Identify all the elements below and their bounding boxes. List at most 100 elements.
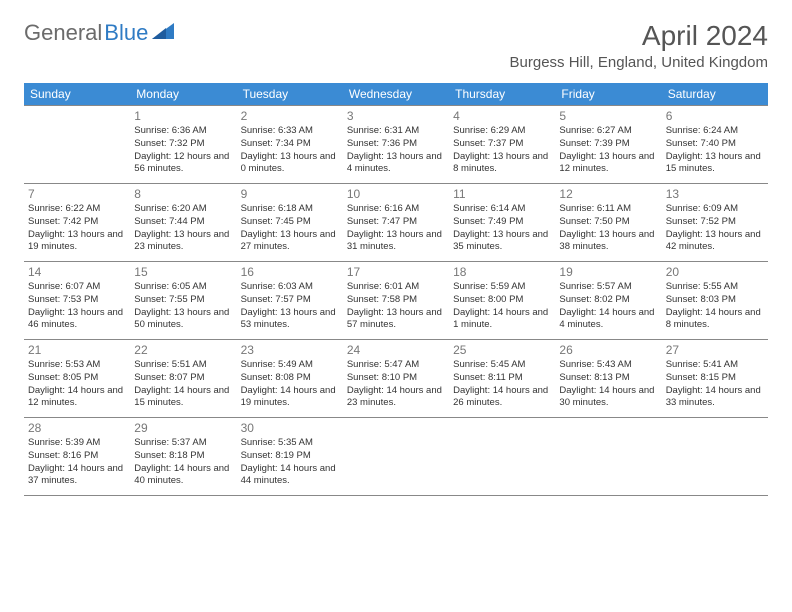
calendar-head: SundayMondayTuesdayWednesdayThursdayFrid…: [24, 83, 768, 106]
day-number: 10: [347, 187, 445, 201]
day-info: Sunrise: 6:27 AMSunset: 7:39 PMDaylight:…: [559, 125, 657, 176]
day-info: Sunrise: 6:20 AMSunset: 7:44 PMDaylight:…: [134, 203, 232, 254]
calendar-empty: [449, 418, 555, 496]
day-info: Sunrise: 5:39 AMSunset: 8:16 PMDaylight:…: [28, 437, 126, 488]
day-info: Sunrise: 6:14 AMSunset: 7:49 PMDaylight:…: [453, 203, 551, 254]
day-number: 30: [241, 421, 339, 435]
day-info: Sunrise: 5:49 AMSunset: 8:08 PMDaylight:…: [241, 359, 339, 410]
day-number: 28: [28, 421, 126, 435]
location-text: Burgess Hill, England, United Kingdom: [510, 54, 768, 71]
dow-header: Monday: [130, 83, 236, 106]
calendar-day: 28 Sunrise: 5:39 AMSunset: 8:16 PMDayligh…: [24, 418, 130, 496]
day-info: Sunrise: 6:01 AMSunset: 7:58 PMDaylight:…: [347, 281, 445, 332]
calendar-day: 18 Sunrise: 5:59 AMSunset: 8:00 PMDayligh…: [449, 262, 555, 340]
day-info: Sunrise: 6:33 AMSunset: 7:34 PMDaylight:…: [241, 125, 339, 176]
day-number: 19: [559, 265, 657, 279]
calendar-day: 23 Sunrise: 5:49 AMSunset: 8:08 PMDayligh…: [237, 340, 343, 418]
calendar-empty: [662, 418, 768, 496]
calendar-day: 30 Sunrise: 5:35 AMSunset: 8:19 PMDayligh…: [237, 418, 343, 496]
day-number: 15: [134, 265, 232, 279]
calendar-day: 21 Sunrise: 5:53 AMSunset: 8:05 PMDayligh…: [24, 340, 130, 418]
calendar-day: 3Sunrise: 6:31 AMSunset: 7:36 PMDaylight…: [343, 106, 449, 184]
brand-part1: General: [24, 20, 102, 46]
day-number: 18: [453, 265, 551, 279]
calendar-day: 26Sunrise: 5:43 AMSunset: 8:13 PMDayligh…: [555, 340, 661, 418]
calendar-day: 9Sunrise: 6:18 AMSunset: 7:45 PMDaylight…: [237, 184, 343, 262]
day-number: 23: [241, 343, 339, 357]
day-info: Sunrise: 6:29 AMSunset: 7:37 PMDaylight:…: [453, 125, 551, 176]
calendar-week: 21 Sunrise: 5:53 AMSunset: 8:05 PMDayligh…: [24, 340, 768, 418]
day-number: 12: [559, 187, 657, 201]
calendar-day: 19 Sunrise: 5:57 AMSunset: 8:02 PMDayligh…: [555, 262, 661, 340]
day-number: 9: [241, 187, 339, 201]
calendar-table: SundayMondayTuesdayWednesdayThursdayFrid…: [24, 83, 768, 496]
day-number: 13: [666, 187, 764, 201]
dow-header: Thursday: [449, 83, 555, 106]
day-info: Sunrise: 6:31 AMSunset: 7:36 PMDaylight:…: [347, 125, 445, 176]
day-info: Sunrise: 5:43 AMSunset: 8:13 PMDaylight:…: [559, 359, 657, 410]
day-info: Sunrise: 5:41 AMSunset: 8:15 PMDaylight:…: [666, 359, 764, 410]
calendar-day: 12 Sunrise: 6:11 AMSunset: 7:50 PMDayligh…: [555, 184, 661, 262]
day-number: 20: [666, 265, 764, 279]
dow-header: Friday: [555, 83, 661, 106]
calendar-day: 1 Sunrise: 6:36 AMSunset: 7:32 PMDaylight…: [130, 106, 236, 184]
dow-header: Wednesday: [343, 83, 449, 106]
day-info: Sunrise: 6:07 AMSunset: 7:53 PMDaylight:…: [28, 281, 126, 332]
day-info: Sunrise: 5:57 AMSunset: 8:02 PMDaylight:…: [559, 281, 657, 332]
calendar-day: 24Sunrise: 5:47 AMSunset: 8:10 PMDayligh…: [343, 340, 449, 418]
calendar-day: 8 Sunrise: 6:20 AMSunset: 7:44 PMDaylight…: [130, 184, 236, 262]
calendar-week: 28 Sunrise: 5:39 AMSunset: 8:16 PMDayligh…: [24, 418, 768, 496]
day-info: Sunrise: 6:22 AMSunset: 7:42 PMDaylight:…: [28, 203, 126, 254]
calendar-day: 15 Sunrise: 6:05 AMSunset: 7:55 PMDayligh…: [130, 262, 236, 340]
day-info: Sunrise: 6:36 AMSunset: 7:32 PMDaylight:…: [134, 125, 232, 176]
calendar-empty: [555, 418, 661, 496]
day-number: 2: [241, 109, 339, 123]
day-info: Sunrise: 5:53 AMSunset: 8:05 PMDaylight:…: [28, 359, 126, 410]
day-number: 7: [28, 187, 126, 201]
calendar-empty: [24, 106, 130, 184]
calendar-day: 4 Sunrise: 6:29 AMSunset: 7:37 PMDaylight…: [449, 106, 555, 184]
day-number: 22: [134, 343, 232, 357]
calendar-body: 1 Sunrise: 6:36 AMSunset: 7:32 PMDaylight…: [24, 106, 768, 496]
day-info: Sunrise: 6:11 AMSunset: 7:50 PMDaylight:…: [559, 203, 657, 254]
day-info: Sunrise: 6:05 AMSunset: 7:55 PMDaylight:…: [134, 281, 232, 332]
calendar-week: 1 Sunrise: 6:36 AMSunset: 7:32 PMDaylight…: [24, 106, 768, 184]
day-info: Sunrise: 5:37 AMSunset: 8:18 PMDaylight:…: [134, 437, 232, 488]
dow-header: Saturday: [662, 83, 768, 106]
day-info: Sunrise: 5:55 AMSunset: 8:03 PMDaylight:…: [666, 281, 764, 332]
day-number: 8: [134, 187, 232, 201]
day-info: Sunrise: 5:45 AMSunset: 8:11 PMDaylight:…: [453, 359, 551, 410]
day-number: 21: [28, 343, 126, 357]
day-info: Sunrise: 5:35 AMSunset: 8:19 PMDaylight:…: [241, 437, 339, 488]
day-number: 1: [134, 109, 232, 123]
calendar-week: 7 Sunrise: 6:22 AMSunset: 7:42 PMDaylight…: [24, 184, 768, 262]
calendar-day: 27 Sunrise: 5:41 AMSunset: 8:15 PMDayligh…: [662, 340, 768, 418]
day-info: Sunrise: 6:24 AMSunset: 7:40 PMDaylight:…: [666, 125, 764, 176]
calendar-day: 29 Sunrise: 5:37 AMSunset: 8:18 PMDayligh…: [130, 418, 236, 496]
day-number: 6: [666, 109, 764, 123]
calendar-day: 6 Sunrise: 6:24 AMSunset: 7:40 PMDaylight…: [662, 106, 768, 184]
day-number: 16: [241, 265, 339, 279]
calendar-day: 20 Sunrise: 5:55 AMSunset: 8:03 PMDayligh…: [662, 262, 768, 340]
brand-logo: GeneralBlue: [24, 20, 174, 46]
day-info: Sunrise: 6:09 AMSunset: 7:52 PMDaylight:…: [666, 203, 764, 254]
day-info: Sunrise: 5:59 AMSunset: 8:00 PMDaylight:…: [453, 281, 551, 332]
day-number: 4: [453, 109, 551, 123]
day-info: Sunrise: 5:51 AMSunset: 8:07 PMDaylight:…: [134, 359, 232, 410]
day-number: 25: [453, 343, 551, 357]
day-number: 29: [134, 421, 232, 435]
calendar-day: 14 Sunrise: 6:07 AMSunset: 7:53 PMDayligh…: [24, 262, 130, 340]
day-number: 11: [453, 187, 551, 201]
day-number: 24: [347, 343, 445, 357]
month-title: April 2024: [510, 20, 768, 52]
header: GeneralBlue April 2024 Burgess Hill, Eng…: [24, 20, 768, 71]
calendar-day: 25 Sunrise: 5:45 AMSunset: 8:11 PMDayligh…: [449, 340, 555, 418]
calendar-week: 14 Sunrise: 6:07 AMSunset: 7:53 PMDayligh…: [24, 262, 768, 340]
calendar-day: 16 Sunrise: 6:03 AMSunset: 7:57 PMDayligh…: [237, 262, 343, 340]
day-number: 14: [28, 265, 126, 279]
day-info: Sunrise: 6:03 AMSunset: 7:57 PMDaylight:…: [241, 281, 339, 332]
day-number: 27: [666, 343, 764, 357]
calendar-day: 22 Sunrise: 5:51 AMSunset: 8:07 PMDayligh…: [130, 340, 236, 418]
dow-header: Tuesday: [237, 83, 343, 106]
day-number: 17: [347, 265, 445, 279]
